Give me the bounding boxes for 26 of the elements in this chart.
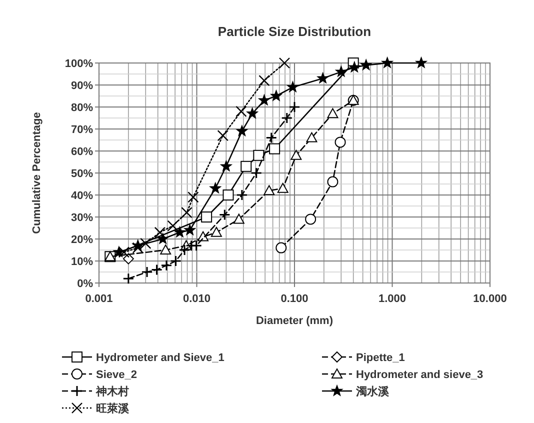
y-tick-label: 70%: [70, 124, 94, 136]
legend-label: Hydrometer and Sieve_1: [96, 352, 224, 364]
y-tick-label: 30%: [70, 212, 94, 224]
y-tick-label: 10%: [70, 256, 94, 268]
y-tick-label: 20%: [70, 234, 94, 246]
x-tick-label: 1.000: [378, 293, 406, 305]
y-tick-label: 60%: [70, 146, 94, 158]
legend-label: 神木村: [95, 385, 129, 398]
y-tick-label: 100%: [64, 58, 94, 70]
legend-label: 濁水溪: [355, 385, 390, 398]
y-tick-label: 0%: [77, 278, 94, 290]
x-tick-label: 0.010: [182, 293, 211, 305]
y-tick-label: 50%: [70, 168, 94, 180]
x-tick-label: 0.001: [85, 293, 113, 305]
legend-label: Pipette_1: [356, 352, 405, 364]
x-tick-label: 0.100: [280, 293, 308, 305]
x-axis-title: Diameter (mm): [256, 315, 334, 327]
y-tick-label: 90%: [70, 80, 94, 92]
y-tick-label: 80%: [70, 102, 94, 114]
y-axis-title: Cumulative Percentage: [31, 112, 43, 234]
legend-label: Sieve_2: [96, 369, 137, 381]
chart-title: Particle Size Distribution: [218, 24, 372, 39]
y-tick-label: 40%: [70, 190, 94, 202]
x-tick-label: 10.000: [473, 293, 507, 305]
legend-label: Hydrometer and sieve_3: [356, 369, 484, 381]
legend-label: 旺萊溪: [96, 402, 130, 415]
